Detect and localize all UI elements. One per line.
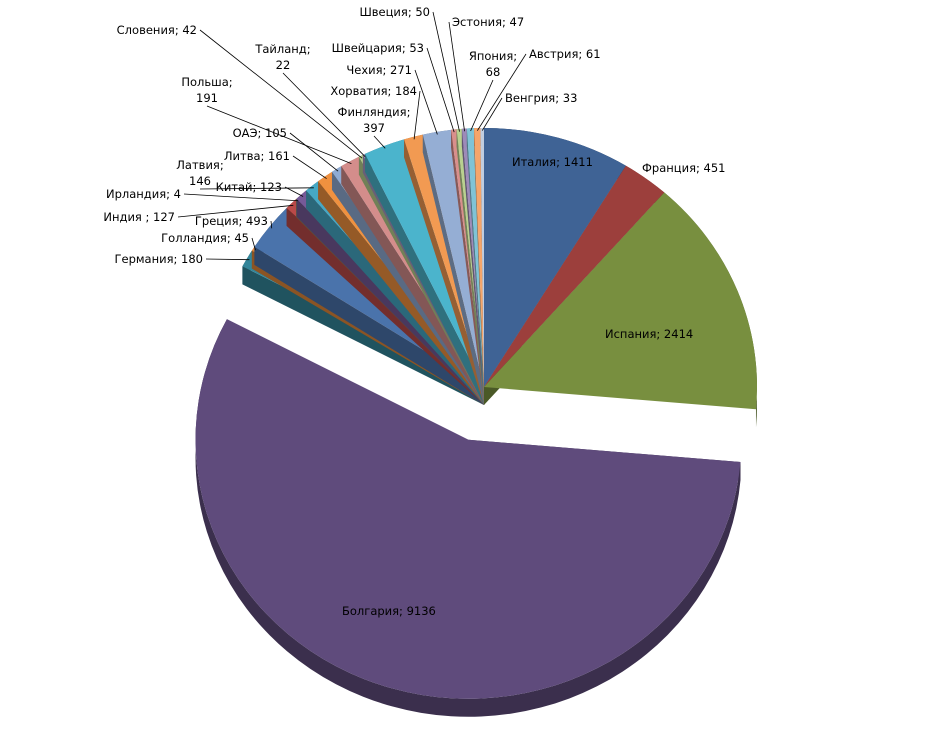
leader-line	[199, 187, 314, 190]
data-label: Италия; 1411	[512, 155, 593, 169]
leader-line	[292, 155, 327, 179]
slice-side	[331, 171, 484, 405]
data-label: Швейцария; 53	[332, 41, 424, 55]
data-label: Литва; 161	[224, 149, 290, 163]
leader-line	[470, 79, 494, 132]
leader-line	[282, 72, 366, 157]
slice-side	[242, 266, 484, 405]
slice-side	[296, 198, 484, 405]
pie-slice	[484, 192, 757, 410]
data-label: Греция; 493	[195, 214, 268, 228]
pie-slice	[422, 129, 484, 387]
leader-line	[477, 53, 527, 131]
leader-line	[199, 29, 363, 159]
leader-line	[206, 105, 352, 164]
leader-line	[448, 21, 465, 132]
data-label: ОАЭ; 105	[233, 126, 287, 140]
leader-line	[251, 237, 256, 251]
data-label: Германия; 180	[114, 252, 203, 266]
data-label: Финляндия; 397	[338, 105, 411, 135]
data-label: Болгария; 9136	[342, 604, 436, 618]
data-label: Швеция; 50	[359, 5, 430, 19]
data-label: Китай; 123	[216, 180, 282, 194]
pie-slice	[474, 128, 484, 387]
slice-side	[286, 208, 484, 405]
data-label: Ирландия; 4	[106, 187, 181, 201]
leader-line	[414, 69, 438, 135]
data-label: Голландия; 45	[161, 231, 249, 245]
leader-line	[289, 132, 339, 172]
data-label: Эстония; 47	[452, 15, 524, 29]
leader-line	[373, 135, 386, 149]
slice-side	[318, 181, 484, 405]
data-label: Индия ; 127	[103, 210, 175, 224]
slice-side	[341, 166, 484, 405]
slice-side	[364, 153, 484, 405]
data-label: Тайланд; 22	[254, 42, 310, 72]
slice-side	[456, 129, 484, 405]
slice-side	[422, 134, 484, 405]
pie-slice	[484, 165, 665, 387]
data-label: Испания; 2414	[605, 327, 693, 341]
slice-side	[451, 129, 484, 405]
slice-side	[466, 128, 484, 405]
data-label: Венгрия; 33	[505, 91, 577, 105]
leader-line	[432, 11, 460, 132]
data-label: Словения; 42	[117, 23, 197, 37]
slice-side	[480, 128, 484, 405]
leader-line	[481, 97, 503, 131]
pie-slice	[404, 134, 484, 387]
pie-slice	[364, 139, 484, 387]
pie-slice	[195, 319, 741, 699]
data-label: Япония; 68	[469, 49, 517, 79]
leader-line	[270, 220, 273, 229]
data-label: Чехия; 271	[346, 63, 412, 77]
slice-side	[254, 246, 484, 405]
pie-slice	[484, 128, 626, 387]
slice-side	[461, 128, 484, 406]
leader-line	[413, 90, 421, 140]
data-label: Франция; 451	[642, 161, 725, 175]
data-label: Австрия; 61	[529, 47, 601, 61]
pie-slice	[461, 128, 484, 387]
data-label: Хорватия; 184	[330, 84, 417, 98]
leader-line	[183, 193, 299, 202]
leader-line	[177, 204, 294, 218]
pie-slice	[466, 128, 484, 387]
leader-line	[426, 47, 455, 133]
slice-side	[404, 139, 484, 406]
data-label: Латвия; 146	[176, 158, 223, 188]
pie-slice	[480, 128, 484, 387]
slice-side	[306, 190, 484, 405]
leader-line	[205, 258, 250, 261]
slice-side	[474, 128, 484, 405]
data-label: Польша; 191	[181, 75, 232, 105]
leader-line	[284, 186, 304, 197]
